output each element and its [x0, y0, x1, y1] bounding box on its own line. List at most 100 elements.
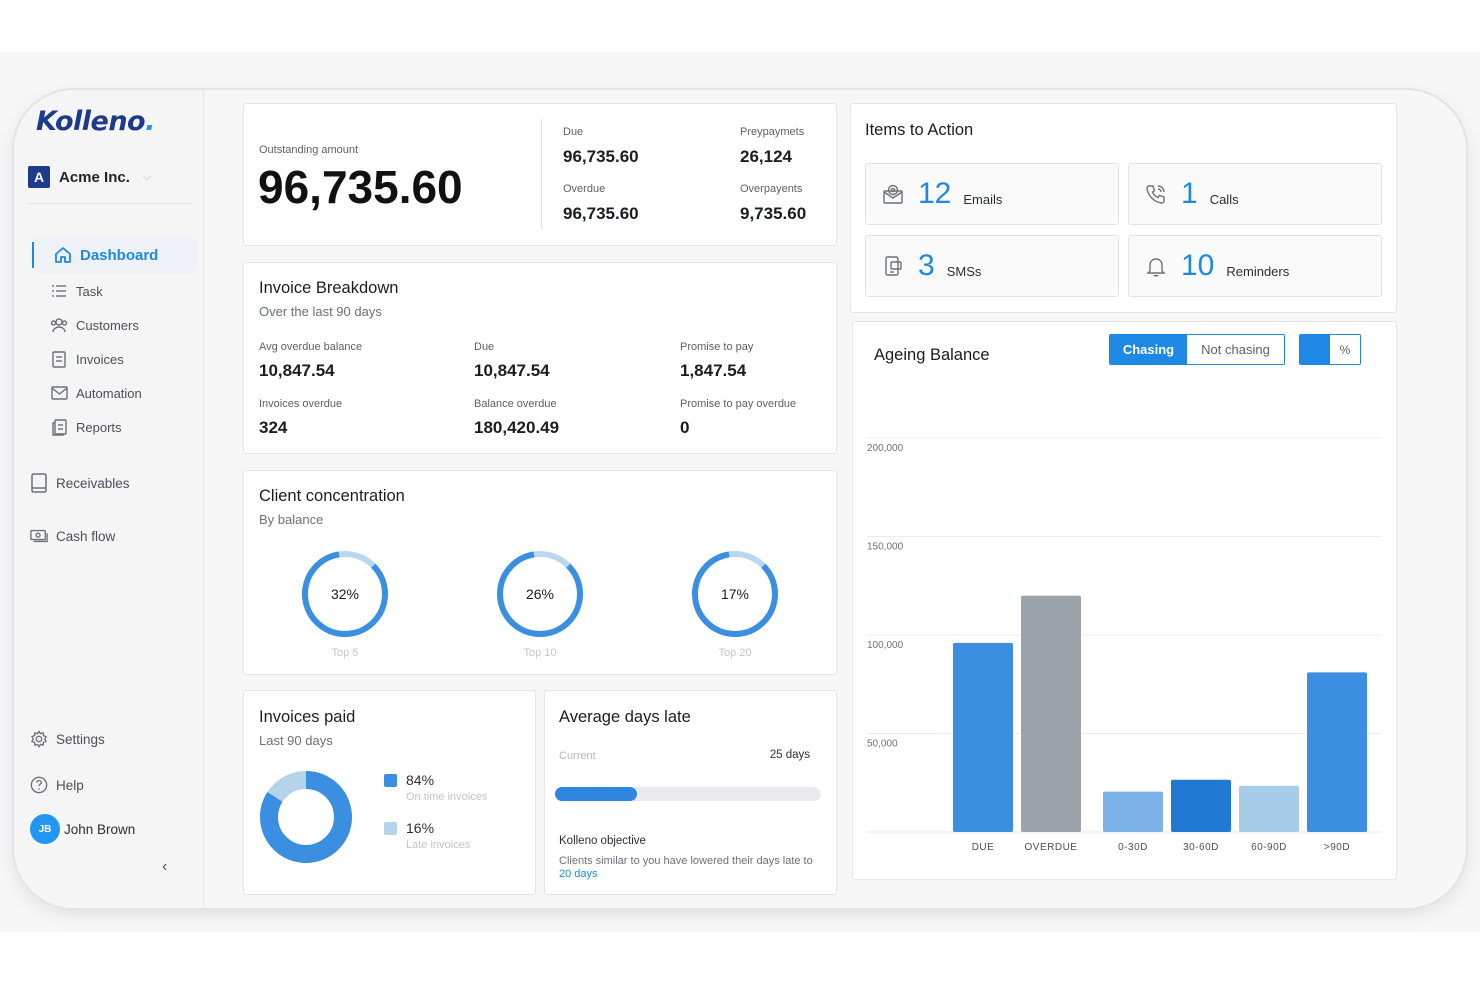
breakdown-stat-label: Promise to pay	[680, 341, 754, 353]
current-label: Current	[559, 750, 596, 762]
invoice-icon	[50, 350, 68, 368]
users-icon	[50, 316, 68, 334]
breakdown-stat-label: Promise to pay overdue	[680, 398, 797, 410]
breakdown-stat-value: 10,847.54	[474, 361, 550, 380]
company-name: Acme Inc.	[59, 168, 130, 186]
sidebar-item-label: Task	[76, 283, 103, 299]
concentration-title: Client concentration	[259, 487, 405, 505]
sms-icon	[882, 255, 904, 277]
concentration-ring	[692, 551, 778, 637]
x-tick-label: DUE	[972, 842, 995, 853]
late-label: Late invoices	[406, 839, 471, 851]
invoices-paid-card: Invoices paid Last 90 days 84% On time i…	[243, 690, 536, 895]
y-tick-label: 150,000	[867, 542, 904, 553]
not-chasing-option[interactable]: Not chasing	[1187, 335, 1284, 364]
objective-title: Kolleno objective	[559, 835, 646, 847]
chevron-left-icon[interactable]: ‹	[162, 858, 168, 875]
days-late-progress-track	[555, 787, 821, 801]
help-icon	[30, 776, 48, 794]
sidebar-item-receivables[interactable]: Receivables	[30, 473, 130, 493]
value-percent-toggle: %	[1299, 334, 1361, 365]
bar-60-90d	[1239, 785, 1299, 832]
concentration-ring	[302, 551, 388, 637]
sidebar-item-label: Dashboard	[80, 246, 159, 264]
mail-icon	[50, 384, 68, 402]
x-tick-label: 60-90D	[1251, 842, 1287, 853]
sidebar-item-label: Cash flow	[56, 528, 116, 544]
bar-30-60d	[1171, 779, 1231, 832]
objective-link[interactable]: 20 days	[559, 867, 598, 880]
breakdown-stat-value: 1,847.54	[680, 361, 747, 380]
sidebar: Kolleno. A Acme Inc. ⌵ Dashboard Task Cu…	[14, 90, 204, 908]
smss-count: 3	[918, 249, 935, 282]
breakdown-stat-value: 0	[680, 418, 690, 437]
report-icon	[50, 418, 68, 436]
phone-icon	[1145, 183, 1167, 205]
emails-count: 12	[918, 177, 952, 210]
bar-0-30d	[1103, 791, 1163, 832]
on-time-legend-swatch	[384, 774, 397, 787]
action-tile-emails[interactable]: 12 Emails	[865, 163, 1119, 225]
chevron-down-icon: ⌵	[142, 170, 152, 183]
sidebar-item-automation[interactable]: Automation	[50, 384, 142, 402]
ring-caption: Top 5	[331, 647, 359, 659]
prepayments-label: Preypaymets	[740, 126, 805, 138]
home-icon	[54, 246, 72, 264]
breakdown-title: Invoice Breakdown	[259, 279, 399, 297]
bar-overdue	[1021, 595, 1081, 832]
overpayments-value: 9,735.60	[740, 204, 807, 223]
prepayments-value: 26,124	[740, 147, 792, 166]
sidebar-item-settings[interactable]: Settings	[30, 730, 105, 748]
chasing-option[interactable]: Chasing	[1110, 335, 1187, 364]
invoices-paid-subtitle: Last 90 days	[259, 733, 333, 748]
current-days-value: 25 days	[769, 749, 810, 761]
ring-fill	[497, 551, 583, 637]
due-label: Due	[563, 126, 584, 138]
user-profile[interactable]: JB John Brown	[30, 814, 135, 844]
sidebar-item-cash-flow[interactable]: Cash flow	[30, 527, 115, 545]
sidebar-item-help[interactable]: Help	[30, 776, 84, 794]
ring-fill	[692, 551, 778, 637]
emails-label: Emails	[963, 191, 1003, 207]
average-days-late-card: Average days late Current 25 days Kollen…	[544, 690, 837, 895]
x-tick-label: >90D	[1324, 842, 1350, 853]
bar--90d	[1307, 672, 1367, 832]
company-switcher[interactable]: A Acme Inc. ⌵	[28, 166, 151, 188]
calls-count: 1	[1181, 177, 1198, 210]
value-option[interactable]	[1300, 335, 1330, 364]
sidebar-item-task[interactable]: Task	[50, 282, 103, 300]
invoices-paid-title: Invoices paid	[259, 708, 356, 726]
breakdown-stat-label: Due	[474, 341, 495, 353]
on-time-label: On time invoices	[406, 791, 488, 803]
breakdown-subtitle: Over the last 90 days	[259, 304, 382, 319]
cash-icon	[30, 527, 48, 545]
action-tile-calls[interactable]: 1 Calls	[1128, 163, 1382, 225]
action-tile-smss[interactable]: 3 SMSs	[865, 235, 1119, 297]
objective-text: Clients similar to you have lowered thei…	[559, 855, 813, 880]
bar-due	[953, 642, 1013, 832]
breakdown-stat-value: 324	[259, 418, 288, 437]
breakdown-stat-label: Avg overdue balance	[259, 341, 363, 353]
client-concentration-card: Client concentration By balance 32% Top 5…	[243, 470, 837, 675]
list-icon	[50, 282, 68, 300]
days-late-progress-fill	[555, 787, 638, 801]
sidebar-item-dashboard[interactable]: Dashboard	[32, 236, 198, 274]
sidebar-item-invoices[interactable]: Invoices	[50, 350, 124, 368]
ageing-balance-card: Ageing Balance Chasing Not chasing % 50,…	[852, 321, 1397, 880]
email-icon	[882, 183, 904, 205]
sidebar-item-reports[interactable]: Reports	[50, 418, 122, 436]
breakdown-stat-label: Balance overdue	[474, 398, 557, 410]
due-value: 96,735.60	[563, 147, 639, 166]
bell-icon	[1145, 255, 1167, 277]
ring-percent: 17%	[720, 586, 750, 602]
ring-percent: 26%	[525, 586, 555, 602]
reminders-count: 10	[1181, 249, 1215, 282]
kolleno-logo[interactable]: Kolleno.	[36, 106, 155, 137]
x-tick-label: 30-60D	[1183, 842, 1219, 853]
action-tile-reminders[interactable]: 10 Reminders	[1128, 235, 1382, 297]
sidebar-divider	[28, 203, 192, 204]
percent-option[interactable]: %	[1330, 335, 1360, 364]
breakdown-stat-label: Invoices overdue	[259, 398, 343, 410]
sidebar-item-customers[interactable]: Customers	[50, 316, 139, 334]
y-tick-label: 200,000	[867, 443, 904, 454]
